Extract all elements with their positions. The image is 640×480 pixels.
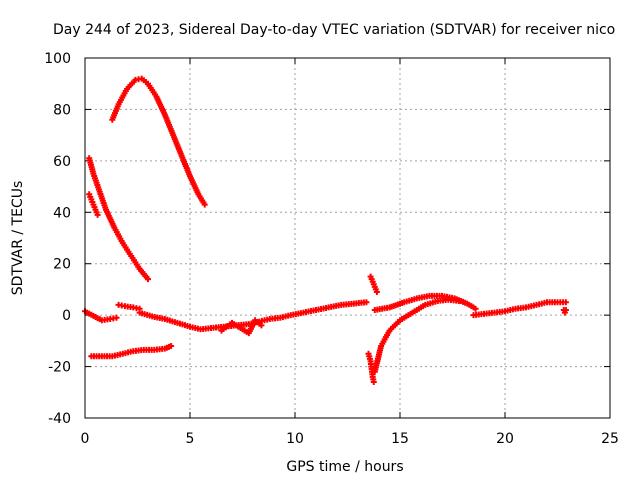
data-marks — [82, 75, 569, 385]
y-axis-label: SDTVAR / TECUs — [10, 181, 26, 296]
plot-frame — [84, 57, 611, 419]
x-tick-label: 25 — [601, 431, 619, 447]
data-point — [562, 299, 569, 306]
data-point — [258, 322, 265, 329]
data-point — [201, 201, 208, 208]
chart-title: Day 244 of 2023, Sidereal Day-to-day VTE… — [53, 22, 615, 38]
x-tick-label: 15 — [391, 431, 409, 447]
y-tick-label: 0 — [62, 308, 71, 324]
data-point — [373, 289, 380, 295]
y-tick-label: 100 — [44, 51, 71, 67]
data-point — [562, 307, 569, 313]
y-tick-label: -20 — [48, 360, 71, 376]
data-point — [168, 343, 175, 349]
y-tick-label: 40 — [53, 205, 71, 221]
data-point — [145, 276, 151, 283]
grid — [85, 58, 610, 418]
y-tick-label: -40 — [48, 411, 71, 427]
x-axis-label: GPS time / hours — [286, 459, 403, 475]
x-tick-label: 10 — [286, 431, 304, 447]
tick-labels: 0 5 10 15 20 25 -40 -20 0 20 40 60 80 100 — [44, 51, 619, 447]
data-point — [113, 314, 120, 321]
y-tick-label: 60 — [53, 154, 71, 170]
x-tick-label: 5 — [186, 431, 195, 447]
data-point — [370, 379, 377, 385]
data-point — [472, 305, 479, 312]
x-tick-label: 0 — [81, 431, 90, 447]
y-tick-label: 20 — [53, 257, 71, 273]
y-tick-label: 80 — [53, 102, 71, 118]
x-tick-label: 20 — [496, 431, 514, 447]
data-point — [363, 299, 370, 306]
data-point — [94, 211, 101, 218]
